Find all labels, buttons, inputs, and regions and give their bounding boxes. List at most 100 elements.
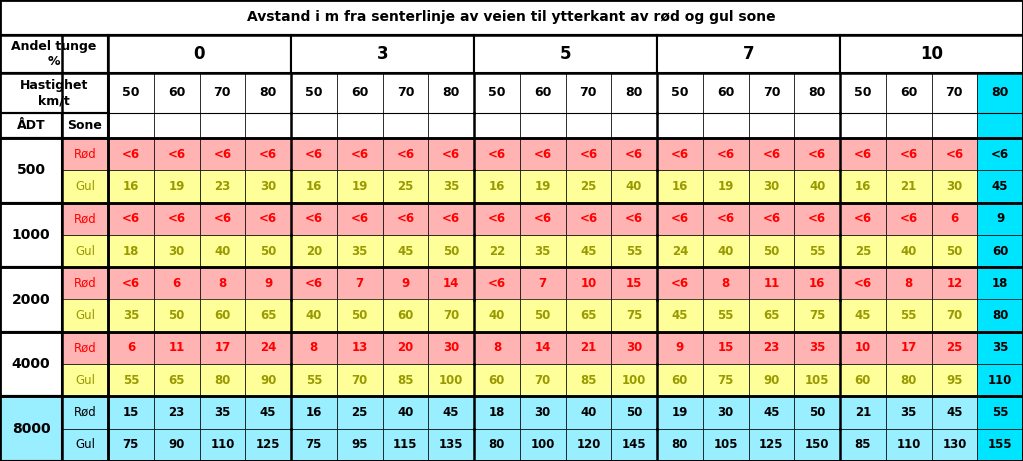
Bar [932,235,977,267]
Text: 19: 19 [672,406,688,419]
Text: 50: 50 [122,87,139,100]
Bar [886,235,932,267]
Bar [108,364,153,396]
Bar [749,202,794,235]
Text: 60: 60 [168,87,185,100]
Text: 125: 125 [759,438,784,451]
Text: 16: 16 [672,180,688,193]
Text: 85: 85 [580,374,596,387]
Text: <6: <6 [351,212,368,225]
Text: 25: 25 [946,342,963,355]
Text: 40: 40 [214,244,230,258]
Bar [657,73,703,113]
Text: 50: 50 [488,87,505,100]
Text: 90: 90 [763,374,780,387]
Bar [0,73,108,113]
Text: 155: 155 [988,438,1013,451]
Text: <6: <6 [488,148,506,160]
Bar [337,429,383,461]
Text: Rød: Rød [74,406,96,419]
Text: 120: 120 [576,438,601,451]
Bar [612,300,657,332]
Text: 16: 16 [306,180,322,193]
Text: 22: 22 [489,244,505,258]
Bar [977,300,1023,332]
Text: 10: 10 [920,45,943,63]
Text: 70: 70 [443,309,459,322]
Bar [429,202,474,235]
Bar [566,300,612,332]
Bar [62,138,108,170]
Text: 45: 45 [672,309,688,322]
Text: 35: 35 [123,309,139,322]
Text: 70: 70 [946,309,963,322]
Bar [840,235,886,267]
Text: 80: 80 [808,87,826,100]
Bar [566,429,612,461]
Bar [62,170,108,202]
Bar [383,73,429,113]
Bar [886,113,932,138]
Bar [429,235,474,267]
Text: 30: 30 [763,180,780,193]
Bar [703,138,749,170]
Bar [474,300,520,332]
Text: 18: 18 [123,244,139,258]
Text: Gul: Gul [75,309,95,322]
Bar [246,73,291,113]
Text: 24: 24 [672,244,688,258]
Bar [794,300,840,332]
Bar [612,396,657,429]
Text: 17: 17 [900,342,917,355]
Bar [566,364,612,396]
Text: 21: 21 [580,342,596,355]
Text: 6: 6 [950,212,959,225]
Text: <6: <6 [168,148,186,160]
Text: Hastighet
km/t: Hastighet km/t [19,79,88,107]
Text: Andel tunge
%: Andel tunge % [11,40,97,68]
Text: Sone: Sone [68,119,102,132]
Bar [474,202,520,235]
Bar [246,170,291,202]
Bar [566,235,612,267]
Text: <6: <6 [122,148,140,160]
Bar [199,235,246,267]
Bar [566,113,612,138]
Bar [612,73,657,113]
Bar [474,364,520,396]
Bar [749,364,794,396]
Bar [566,267,612,300]
Bar [749,73,794,113]
Bar [108,332,153,364]
Bar [246,364,291,396]
Bar [886,332,932,364]
Text: 80: 80 [260,87,277,100]
Bar [383,202,429,235]
Bar [199,300,246,332]
Text: 16: 16 [809,277,826,290]
Bar [932,300,977,332]
Bar [612,113,657,138]
Text: 8000: 8000 [11,422,50,436]
Text: 40: 40 [626,180,642,193]
Text: 70: 70 [352,374,367,387]
Text: 35: 35 [352,244,368,258]
Text: 70: 70 [762,87,781,100]
Bar [153,113,199,138]
Text: 6: 6 [173,277,181,290]
Bar [153,73,199,113]
Bar [199,138,246,170]
Text: 30: 30 [626,342,642,355]
Text: 50: 50 [534,309,550,322]
Text: 14: 14 [443,277,459,290]
Bar [749,332,794,364]
Bar [520,235,566,267]
Text: 8: 8 [493,342,501,355]
Bar [337,267,383,300]
Text: 75: 75 [306,438,322,451]
Text: 20: 20 [397,342,413,355]
Text: 8: 8 [218,277,226,290]
Text: <6: <6 [945,148,964,160]
Text: 50: 50 [763,244,780,258]
Bar [62,396,108,429]
